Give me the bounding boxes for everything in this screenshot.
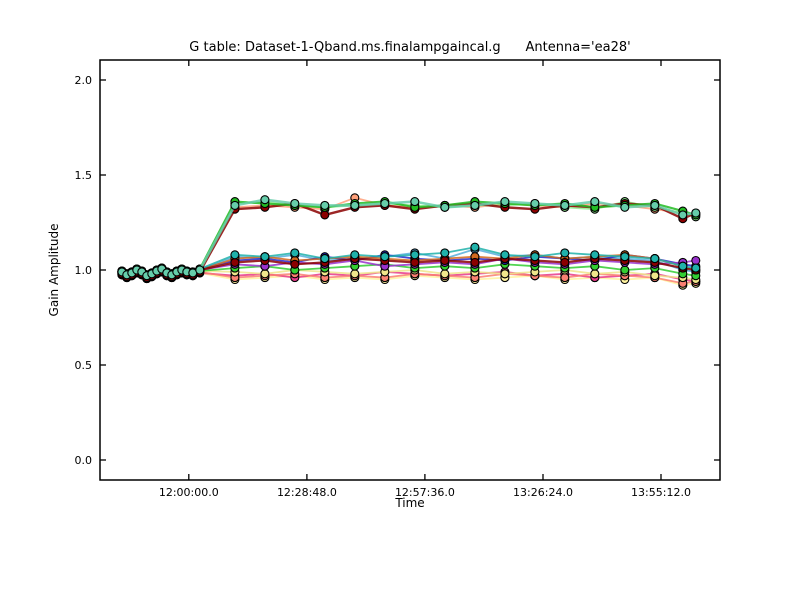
data-point [230,200,240,210]
data-point [195,265,205,275]
data-point [260,252,270,262]
data-point [500,250,510,260]
y-tick-label: 2.0 [75,74,93,87]
data-point [590,250,600,260]
y-tick-label: 1.5 [75,169,93,182]
data-point [650,200,660,210]
data-point [691,263,701,273]
data-point [440,202,450,212]
data-point [590,197,600,207]
data-point [440,248,450,258]
plot-content: 12:00:00.0 12:28:48.0 12:57:36.0 13:26:24.0… [75,59,721,499]
data-point [260,269,270,279]
data-point [530,252,540,262]
data-point [320,254,330,264]
data-point [530,198,540,209]
data-point [620,265,630,275]
data-point [350,269,360,279]
data-point [691,255,701,266]
series-upper-aquamarine [117,195,701,281]
x-tick-label: 12:28:48.0 [277,486,337,499]
data-point [560,257,570,267]
data-point [260,195,270,205]
x-axis-label: Time [394,496,424,510]
x-tick-label: 12:57:36.0 [395,486,455,499]
x-tick-label: 12:00:00.0 [159,486,219,499]
data-point [691,208,701,218]
data-point [230,257,240,267]
y-axis-label: Gain Amplitude [47,224,61,317]
data-point [650,271,660,281]
data-point [410,250,420,260]
data-point [470,257,480,267]
y-tick-label: 0.0 [75,454,93,467]
data-point [678,210,688,220]
data-point [440,255,450,266]
data-point [470,200,480,210]
data-point [290,198,300,209]
data-point [410,257,420,267]
data-point [500,197,510,207]
data-point [350,250,360,260]
data-point [440,269,450,279]
data-point [230,250,240,260]
axes-layer: 12:00:00.0 12:28:48.0 12:57:36.0 13:26:24.0… [75,59,721,499]
plot-title: G table: Dataset-1-Qband.ms.finalampgain… [189,40,630,55]
data-point [350,200,360,210]
data-point [678,261,688,271]
series-layer [117,193,701,290]
x-tick-label: 13:26:24.0 [513,486,573,499]
x-tick-label: 13:55:12.0 [631,486,691,499]
data-point [560,248,570,258]
data-point [650,254,660,264]
y-tick-label: 0.5 [75,359,93,372]
data-point [410,197,420,207]
data-point [620,252,630,262]
data-point [290,259,300,269]
data-point [380,252,390,262]
data-point [500,269,510,279]
data-point [320,200,330,210]
data-point [590,269,600,279]
data-point [620,202,630,212]
data-point [290,248,300,258]
data-point [380,198,390,209]
y-tick-label: 1.0 [75,264,93,277]
data-point [560,200,570,210]
data-point [470,242,480,252]
data-point [320,210,330,220]
data-point [560,273,570,283]
